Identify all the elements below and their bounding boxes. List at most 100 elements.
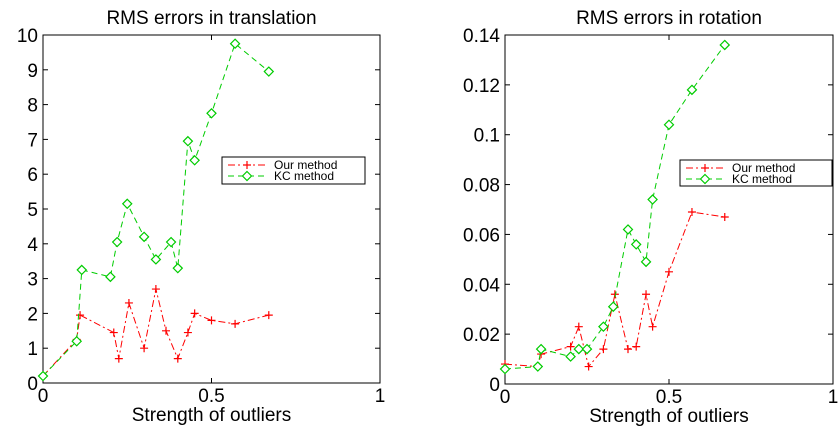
data-point [105,271,116,283]
data-point [624,345,632,354]
data-point [532,361,544,372]
legend-label: Our method [274,158,337,172]
data-point [114,354,123,363]
data-point [183,328,192,337]
legend-label: KC method [274,169,334,183]
x-tick-label: 0.5 [656,387,682,408]
series-line [504,211,725,368]
series-2 [499,39,731,375]
data-point [182,135,194,147]
data-point [687,207,696,216]
data-point [124,298,133,307]
y-tick-label: 2 [27,304,38,325]
data-point [640,256,652,268]
x-tick-label: 0.5 [198,386,224,407]
plot-area [42,34,381,384]
data-point [151,285,160,294]
data-point [162,326,171,335]
y-tick-label: 6 [27,165,38,186]
data-point [663,119,675,131]
x-tick-label: 0 [38,386,49,407]
data-point [165,236,177,248]
y-tick-label: 10 [17,26,38,47]
data-point [231,319,240,328]
legend-label: Our method [732,161,795,175]
y-tick-label: 0.02 [463,325,500,346]
y-tick-label: 1 [27,339,38,360]
data-point [71,335,83,347]
legend-swatch-marker [241,170,253,182]
data-point [632,342,641,351]
data-point [573,343,585,355]
data-point [598,321,609,333]
series-line [42,288,269,377]
series-1 [39,285,273,381]
y-tick-label: 5 [27,200,38,221]
y-tick-label: 0 [27,374,38,395]
data-point [607,301,619,313]
legend-label: KC method [732,172,792,186]
data-point [574,322,583,331]
legend-swatch-marker [701,164,709,172]
data-point [76,311,85,320]
chart-title: RMS errors in translation [106,8,316,29]
data-point [535,343,547,355]
data-point [140,344,149,353]
data-point [189,154,200,166]
x-tick-label: 1 [828,387,839,408]
data-point [599,345,608,354]
legend-swatch-marker [243,161,251,169]
data-point [150,254,162,265]
data-point [648,322,657,331]
x-axis-label: Strength of outliers [589,406,748,427]
data-point [109,328,118,337]
data-point [565,351,576,362]
data-point [190,309,199,318]
y-tick-label: 0.04 [463,275,500,296]
y-tick-label: 9 [27,61,38,82]
data-point [642,290,651,299]
y-tick-label: 0.06 [463,225,500,246]
x-axis-label: Strength of outliers [132,405,291,426]
chart-panel-2: RMS errors in rotation 0 0.02 0.04 0.06 0.08 0… [463,8,838,427]
data-point [264,311,273,320]
data-point [172,262,184,274]
data-point [630,239,642,250]
data-point [138,231,150,243]
legend-swatch-marker [699,173,711,185]
y-tick-label: 0.08 [463,176,500,197]
y-tick-label: 3 [27,270,38,291]
data-point [111,236,123,248]
data-point [206,107,217,119]
data-point [499,363,511,375]
series-2 [37,38,275,382]
x-tick-label: 0 [500,387,511,408]
data-point [566,342,575,351]
y-tick-label: 0.14 [463,26,500,47]
y-tick-label: 0.12 [463,76,500,97]
y-tick-label: 0 [489,375,500,396]
plot-area [504,34,834,385]
data-point [37,370,49,382]
data-point [76,264,88,276]
data-point [207,316,216,325]
data-point [719,39,731,51]
y-tick-label: 4 [27,235,38,256]
data-point [173,354,182,363]
data-point [581,343,593,355]
data-point [263,66,275,77]
series-1 [501,207,729,371]
data-point [720,212,729,221]
y-tick-label: 0.1 [474,126,500,147]
data-point [229,38,241,50]
data-point [647,194,658,205]
data-point [121,198,133,210]
chart-panel-1: RMS errors in translation 0 1 2 3 4 5 6 7 8 9 10 0 0.… [17,8,385,426]
y-tick-label: 8 [27,96,38,117]
x-tick-label: 1 [375,386,386,407]
data-point [622,224,634,235]
